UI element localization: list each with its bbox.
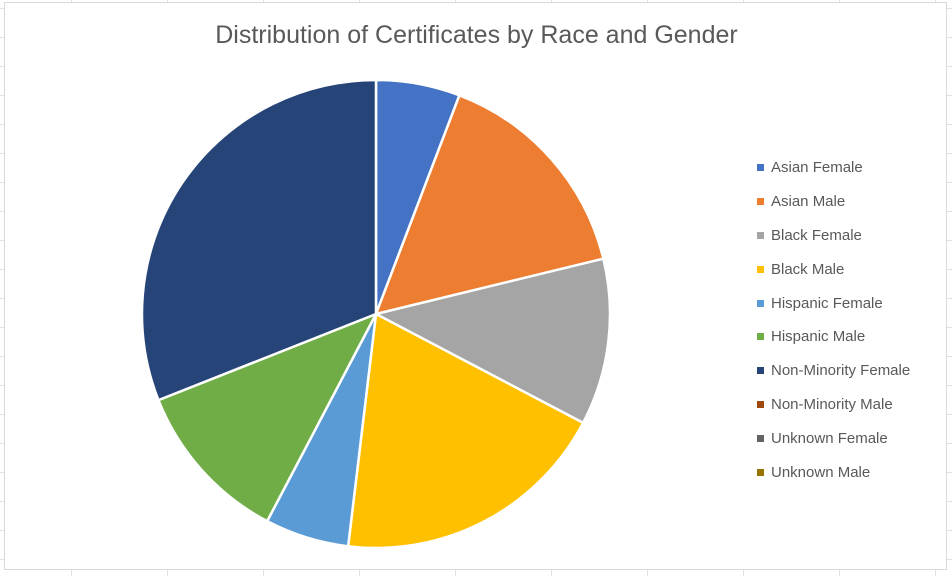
legend-label: Black Male xyxy=(771,260,845,278)
legend-swatch xyxy=(757,198,764,206)
legend-swatch xyxy=(757,265,764,273)
legend-swatch xyxy=(757,367,764,375)
chart-area[interactable]: Distribution of Certificates by Race and… xyxy=(4,2,947,570)
legend-swatch xyxy=(757,231,764,239)
legend-label: Non-Minority Female xyxy=(771,362,911,380)
pie-chart xyxy=(140,78,612,550)
pie-slice-non-minority-female[interactable] xyxy=(140,78,378,402)
legend-item-hispanic-female[interactable]: Hispanic Female xyxy=(757,286,947,320)
pie-slice-black-male[interactable] xyxy=(346,312,585,550)
legend-label: Asian Male xyxy=(771,193,846,211)
legend-item-asian-male[interactable]: Asian Male xyxy=(757,185,947,219)
legend-label: Asian Female xyxy=(771,159,863,177)
legend-swatch xyxy=(757,434,764,442)
legend-swatch xyxy=(757,400,764,408)
chart-title: Distribution of Certificates by Race and… xyxy=(215,21,738,49)
legend-item-black-female[interactable]: Black Female xyxy=(757,219,947,253)
pie-slice-black-female[interactable] xyxy=(374,257,612,425)
legend-label: Non-Minority Male xyxy=(771,395,893,413)
chart-legend: Asian Female Asian Male Black Female Black … xyxy=(757,151,947,489)
legend-item-asian-female[interactable]: Asian Female xyxy=(757,151,947,185)
legend-swatch xyxy=(757,468,764,476)
legend-swatch xyxy=(757,299,764,307)
legend-label: Black Female xyxy=(771,226,862,244)
pie-slice-asian-male[interactable] xyxy=(374,94,605,316)
pie-slice-hispanic-male[interactable] xyxy=(157,312,378,523)
legend-label: Hispanic Female xyxy=(771,294,883,312)
legend-item-black-male[interactable]: Black Male xyxy=(757,252,947,286)
legend-label: Unknown Male xyxy=(771,463,871,481)
legend-item-unknown-male[interactable]: Unknown Male xyxy=(757,455,947,489)
legend-item-unknown-female[interactable]: Unknown Female xyxy=(757,421,947,455)
legend-label: Unknown Female xyxy=(771,429,888,447)
legend-swatch xyxy=(757,333,764,341)
legend-swatch xyxy=(757,164,764,172)
legend-label: Hispanic Male xyxy=(771,328,866,346)
legend-item-non-minority-female[interactable]: Non-Minority Female xyxy=(757,354,947,388)
legend-item-hispanic-male[interactable]: Hispanic Male xyxy=(757,320,947,354)
legend-item-non-minority-male[interactable]: Non-Minority Male xyxy=(757,388,947,422)
